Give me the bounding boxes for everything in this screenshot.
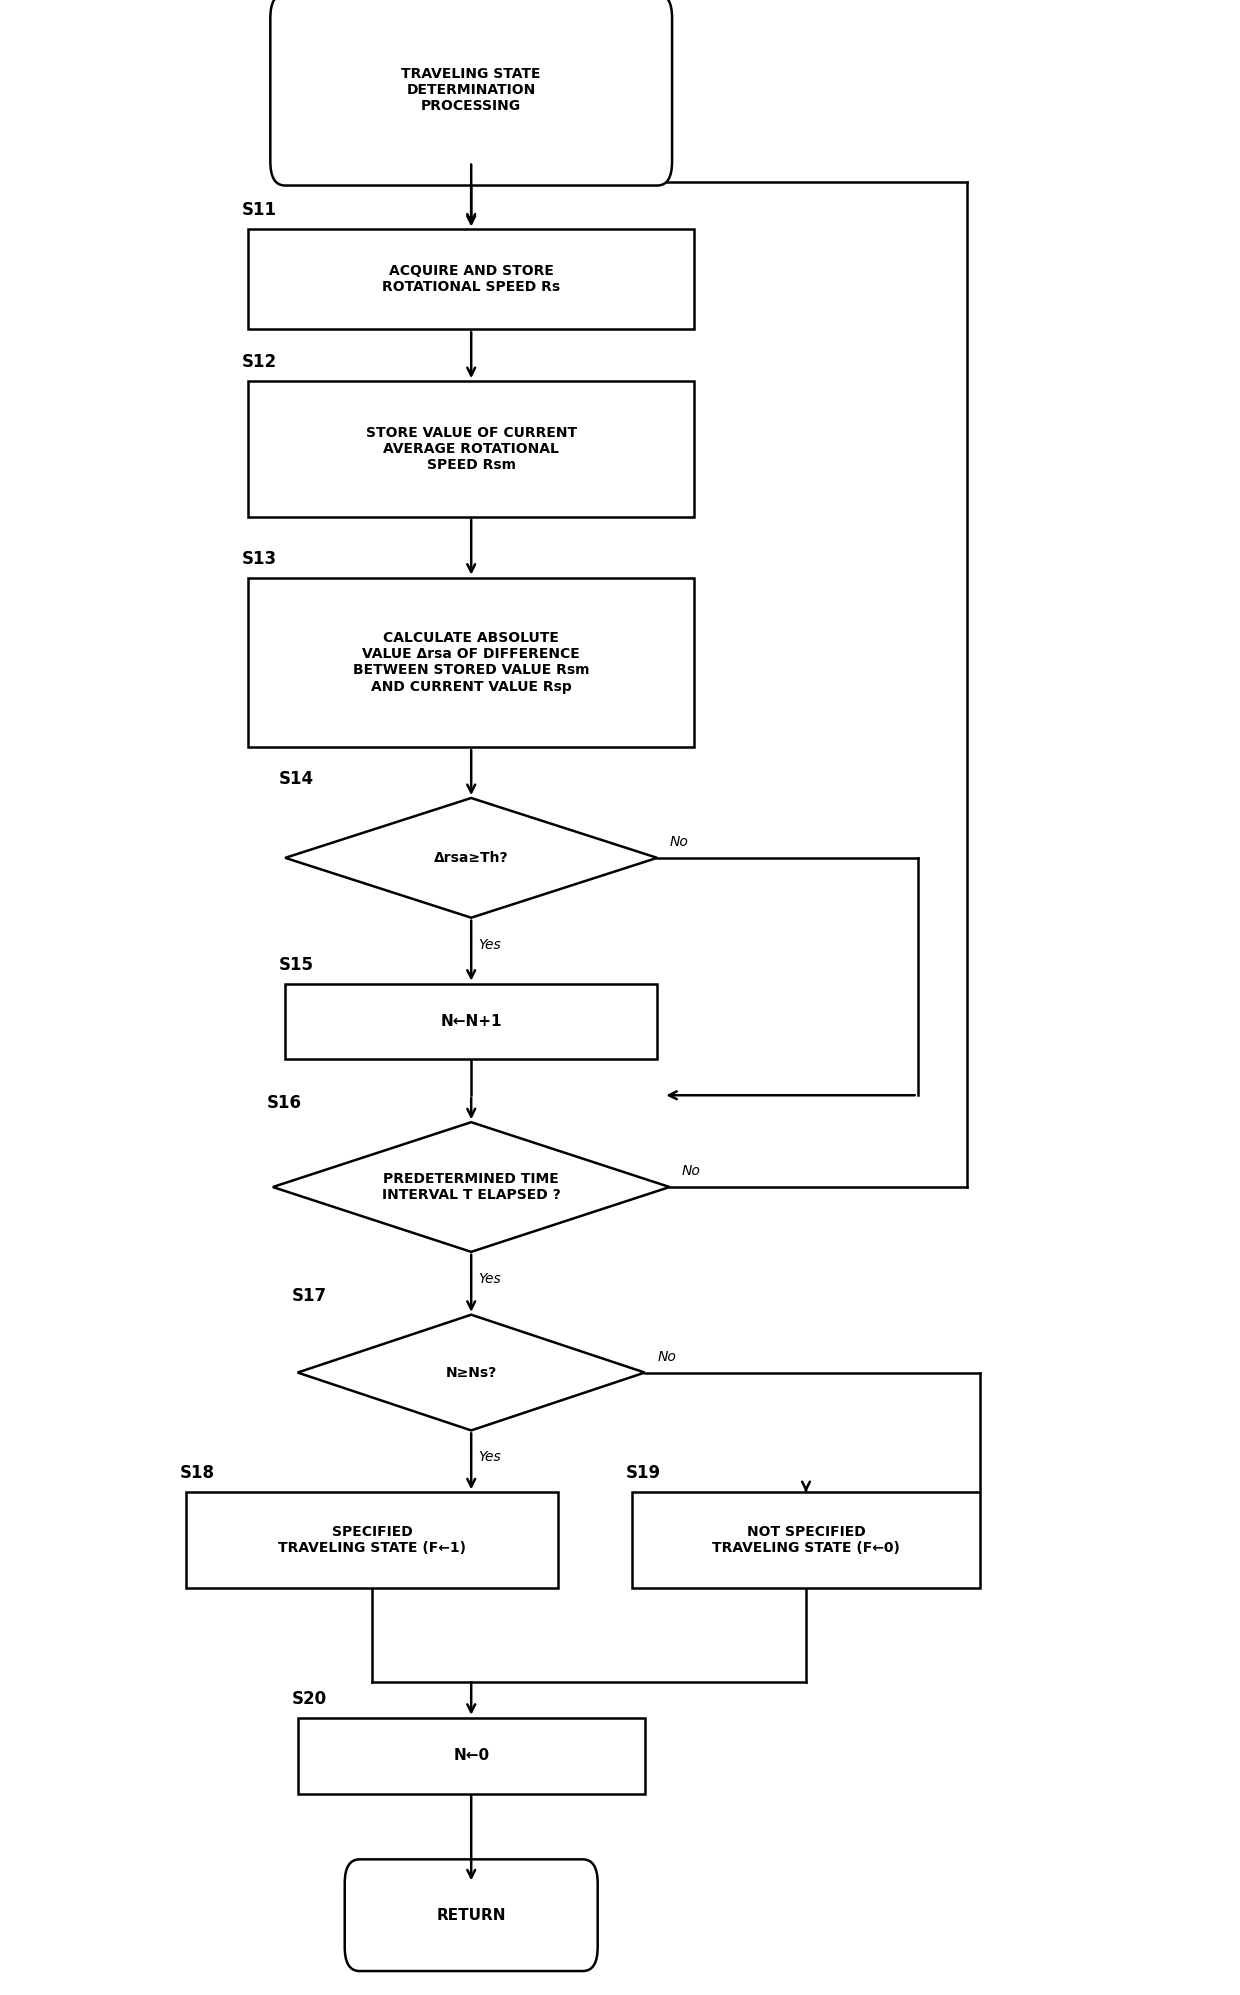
Text: STORE VALUE OF CURRENT
AVERAGE ROTATIONAL
SPEED Rsm: STORE VALUE OF CURRENT AVERAGE ROTATIONA… [366,425,577,473]
Text: S11: S11 [242,201,277,219]
Text: S14: S14 [279,770,314,788]
Text: S17: S17 [291,1287,326,1305]
Text: N≥Ns?: N≥Ns? [445,1365,497,1381]
Polygon shape [298,1315,645,1430]
Text: Yes: Yes [479,1450,501,1464]
Text: S20: S20 [291,1690,326,1708]
Bar [285,984,657,1059]
Text: S19: S19 [626,1464,661,1482]
Text: NOT SPECIFIED
TRAVELING STATE (F←0): NOT SPECIFIED TRAVELING STATE (F←0) [712,1524,900,1556]
Polygon shape [285,798,657,918]
Text: Yes: Yes [479,1273,501,1287]
Text: N←N+1: N←N+1 [440,1013,502,1029]
Bar [298,1718,645,1794]
Text: S12: S12 [242,353,277,371]
Text: S15: S15 [279,956,314,974]
Polygon shape [273,1121,670,1253]
FancyBboxPatch shape [270,0,672,186]
Text: No: No [682,1163,701,1179]
Bar [186,1492,558,1588]
Text: S13: S13 [242,549,277,567]
Text: Δrsa≥Th?: Δrsa≥Th? [434,850,508,866]
Bar [248,381,694,517]
Text: RETURN: RETURN [436,1907,506,1923]
FancyBboxPatch shape [345,1859,598,1971]
Text: CALCULATE ABSOLUTE
VALUE Δrsa OF DIFFERENCE
BETWEEN STORED VALUE Rsm
AND CURRENT: CALCULATE ABSOLUTE VALUE Δrsa OF DIFFERE… [353,630,589,694]
Text: S18: S18 [180,1464,215,1482]
Bar [248,577,694,746]
Text: ACQUIRE AND STORE
ROTATIONAL SPEED Rs: ACQUIRE AND STORE ROTATIONAL SPEED Rs [382,263,560,295]
Text: S16: S16 [267,1093,301,1113]
Text: No: No [657,1349,676,1365]
Text: Yes: Yes [479,938,501,952]
Text: SPECIFIED
TRAVELING STATE (F←1): SPECIFIED TRAVELING STATE (F←1) [278,1524,466,1556]
Text: PREDETERMINED TIME
INTERVAL T ELAPSED ?: PREDETERMINED TIME INTERVAL T ELAPSED ? [382,1171,560,1203]
Text: TRAVELING STATE
DETERMINATION
PROCESSING: TRAVELING STATE DETERMINATION PROCESSING [402,66,541,114]
Bar [632,1492,980,1588]
Text: No: No [670,834,688,850]
Text: N←0: N←0 [453,1748,490,1764]
Bar [248,229,694,329]
